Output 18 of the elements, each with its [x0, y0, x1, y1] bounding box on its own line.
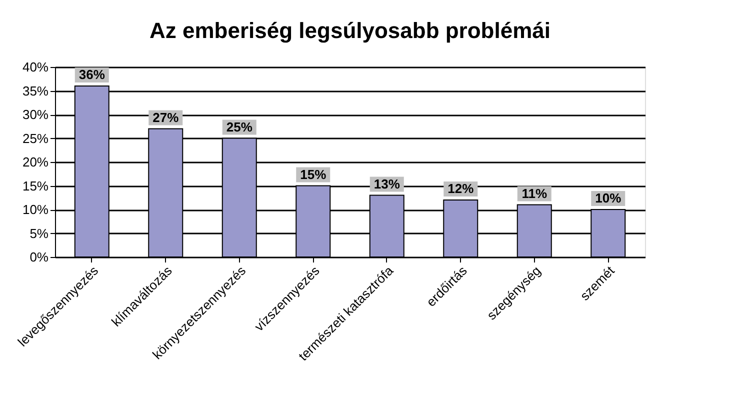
- data-label: 10%: [595, 190, 622, 206]
- y-tick-label: 5%: [30, 226, 49, 241]
- y-tick-label: 40%: [22, 60, 49, 74]
- y-tick-label: 35%: [22, 83, 49, 98]
- data-label: 13%: [374, 176, 400, 192]
- data-label: 25%: [226, 119, 253, 134]
- data-label: 27%: [152, 110, 180, 125]
- y-tick-label: 30%: [22, 107, 49, 122]
- data-label: 11%: [522, 186, 548, 201]
- y-tick-label: 10%: [22, 202, 49, 217]
- y-tick-label: 20%: [22, 154, 49, 170]
- y-tick-label: 15%: [22, 178, 49, 194]
- chart-title: Az emberiség legsúlyosabb problémái: [149, 18, 551, 43]
- data-label: 15%: [300, 166, 327, 182]
- y-tick-label: 0%: [30, 250, 49, 264]
- y-tick-label: 25%: [22, 130, 49, 146]
- data-label: 12%: [448, 181, 474, 196]
- data-label: 36%: [78, 67, 106, 82]
